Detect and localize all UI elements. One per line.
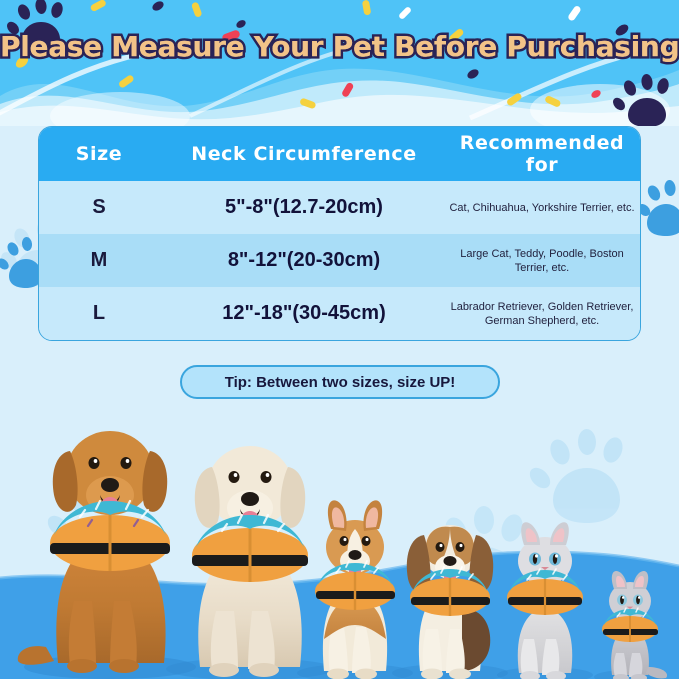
pets-illustration-row (17, 431, 668, 679)
inflatable-collar-large (50, 499, 170, 571)
column-header-size: Size (75, 143, 123, 165)
pet-corgi (297, 500, 413, 679)
inflatable-collar-large (192, 513, 308, 582)
table-row: L 12"-18"(30-45cm) Labrador Retriever, G… (39, 287, 640, 340)
inflatable-collar-medium (410, 566, 490, 616)
page-title-outline: Please Measure Your Pet Before Purchasin… (0, 28, 679, 66)
column-header-neck-circumference: Neck Circumference (191, 143, 417, 165)
table-header-row: Size Neck Circumference Recommended for (39, 127, 640, 181)
size-chart-table: Size Neck Circumference Recommended for … (38, 126, 641, 341)
pet-large-cat (497, 522, 593, 679)
page-title: Please Measure Your Pet Before Purchasin… (0, 30, 679, 63)
paw-watermark-farright (529, 429, 623, 523)
cell-size-s: S (92, 196, 106, 218)
cell-neck-l: 12"-18"(30-45cm) (222, 302, 386, 324)
cell-recommended-l: Labrador Retriever, Golden Retriever, Ge… (450, 300, 634, 327)
cell-recommended-s: Cat, Chihuahua, Yorkshire Terrier, etc. (449, 201, 635, 214)
cell-neck-m: 8"-12"(20-30cm) (227, 249, 381, 271)
sizing-tip-banner: Tip: Between two sizes, size UP! (180, 365, 500, 399)
table-row: S 5"-8"(12.7-20cm) Cat, Chihuahua, Yorks… (39, 181, 640, 234)
cell-size-l: L (92, 302, 106, 324)
cell-recommended-m: Large Cat, Teddy, Poodle, Boston Terrier… (460, 247, 624, 274)
inflatable-collar-small (507, 568, 583, 615)
sizing-tip-text: Tip: Between two sizes, size UP! (224, 373, 456, 391)
cell-size-m: M (90, 249, 108, 271)
pet-golden-retriever (17, 431, 196, 679)
header-banner: Please Measure Your Pet Before Purchasin… (0, 0, 679, 126)
paw-print-blue-left (0, 237, 42, 288)
pet-beagle (392, 525, 508, 679)
column-header-recommended-for: Recommended for (459, 132, 625, 176)
confetti (15, 0, 629, 109)
inflatable-collar-small (602, 607, 658, 642)
cell-neck-s: 5"-8"(12.7-20cm) (225, 196, 383, 218)
pet-small-cat (594, 570, 668, 679)
paw-print-navy-topright (613, 74, 669, 126)
pet-cream-labrador (166, 446, 334, 679)
inflatable-collar-medium (315, 560, 395, 610)
paw-print-navy-topleft (7, 0, 63, 51)
header-wave-graphics (0, 0, 679, 126)
table-row: M 8"-12"(20-30cm) Large Cat, Teddy, Pood… (39, 234, 640, 287)
